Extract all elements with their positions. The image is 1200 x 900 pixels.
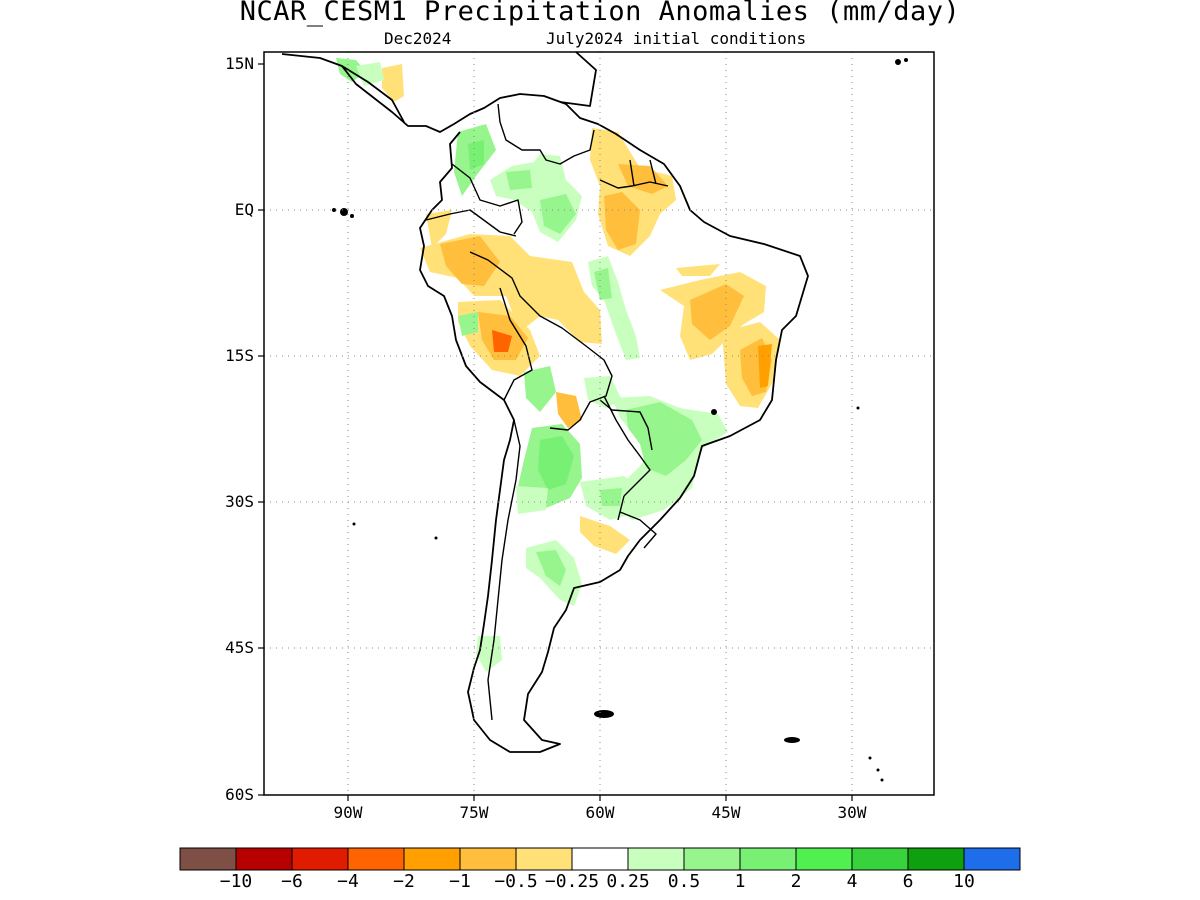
colorbar-swatch [795,847,853,871]
colorbar-swatch [515,847,573,871]
colorbar-label: 6 [902,871,914,892]
lat-label-eq: EQ [234,200,254,219]
colorbar-label: −10 [219,871,253,892]
colorbar-swatch [963,847,1021,871]
colorbar-label: 4 [846,871,858,892]
colorbar-swatch [235,847,293,871]
map-title: NCAR_CESM1 Precipitation Anomalies (mm/d… [239,0,961,27]
colorbar-label: 10 [953,871,975,892]
lat-label-45s: 45S [225,638,254,657]
colorbar-swatch [347,847,405,871]
islands [332,58,908,782]
grid-lines [264,52,934,795]
map-frame [263,51,935,796]
colorbar-swatch [571,847,629,871]
lon-label-30w: 30W [837,803,867,822]
colorbar-label: 0.25 [606,871,650,892]
country-borders [425,103,669,721]
colorbar-label: −2 [393,871,415,892]
colorbar-swatch [403,847,461,871]
lon-label-75w: 75W [459,803,489,822]
colorbar-swatch [179,847,237,871]
lat-label-30s: 30S [225,492,254,511]
lon-label-90w: 90W [333,803,363,822]
anomaly-shading [336,58,780,672]
colorbar-label: −1 [449,871,471,892]
colorbar-label: 1 [734,871,746,892]
colorbar-swatch [459,847,517,871]
colorbar-swatch [683,847,741,871]
coastline [281,51,809,753]
target-month: Dec2024 [384,29,452,48]
colorbar-label: −0.5 [494,871,538,892]
colorbar-label: −6 [281,871,303,892]
lon-label-45w: 45W [711,803,741,822]
colorbar-label: −4 [337,871,359,892]
lon-label-60w: 60W [585,803,615,822]
colorbar-swatch [907,847,965,871]
colorbar-label: 2 [790,871,802,892]
colorbar-swatch [291,847,349,871]
initial-conditions: July2024 initial conditions [546,29,807,48]
colorbar-swatch [739,847,797,871]
axis-ticks [258,63,853,801]
colorbar-swatch [851,847,909,871]
colorbar-swatch [627,847,685,871]
colorbar [179,847,1021,871]
lat-label-15s: 15S [225,346,254,365]
lat-label-15n: 15N [225,54,254,73]
lat-label-60s: 60S [225,785,254,804]
colorbar-label: −0.25 [544,871,600,892]
colorbar-label: 0.5 [667,871,701,892]
